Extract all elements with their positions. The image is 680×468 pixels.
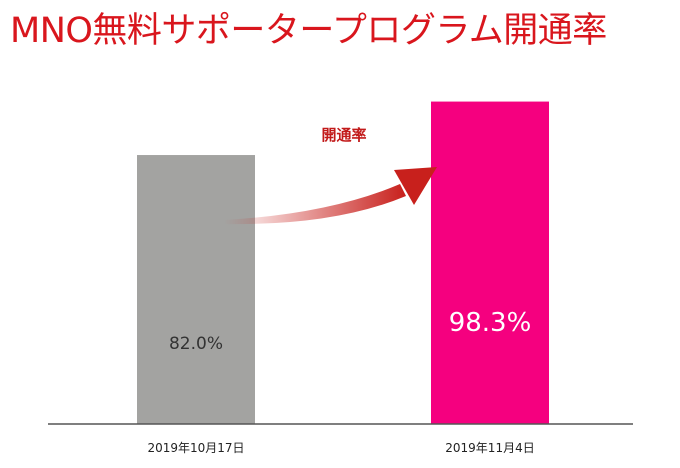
bars-layer — [137, 101, 549, 425]
data-label-1: 98.3% — [449, 308, 532, 338]
bar-1 — [431, 101, 549, 425]
annotation-label: 開通率 — [321, 126, 366, 144]
labels-layer: 82.0% 2019年10月17日 98.3% 2019年11月4日 — [147, 308, 534, 455]
arrow-shaft — [224, 184, 406, 225]
x-tick-label-1: 2019年11月4日 — [445, 441, 534, 455]
arrow-head — [394, 167, 437, 205]
data-label-0: 82.0% — [169, 334, 223, 354]
x-tick-label-0: 2019年10月17日 — [147, 441, 244, 455]
page-title: MNO無料サポータープログラム開通率 — [10, 11, 607, 51]
growth-arrow: 開通率 — [224, 126, 437, 225]
bar-0 — [137, 155, 255, 425]
